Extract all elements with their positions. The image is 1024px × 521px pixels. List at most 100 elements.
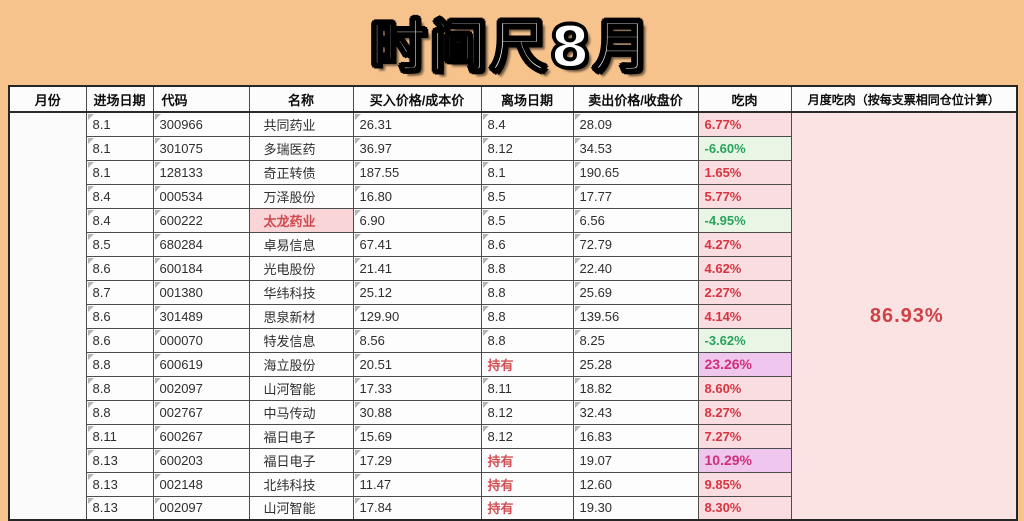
cell-name: 中马传动 (248, 399, 354, 425)
cell-exit-date: 8.12 (480, 399, 574, 425)
cell-sell-price: 16.83 (572, 423, 699, 449)
header-name: 名称 (248, 85, 354, 113)
cell-sell-price: 28.09 (572, 111, 699, 137)
cell-sell-price: 25.69 (572, 279, 699, 305)
cell-profit: 8.27% (697, 399, 792, 425)
cell-entry-date: 8.4 (85, 183, 154, 209)
cell-exit-date: 8.8 (480, 255, 574, 281)
cell-sell-price: 190.65 (572, 159, 699, 185)
cell-entry-date: 8.6 (85, 327, 154, 353)
cell-entry-date: 8.5 (85, 231, 154, 257)
cell-name: 奇正转债 (248, 159, 354, 185)
table-row: 8.1 128133 奇正转债 187.55 8.1 190.65 1.65% (9, 159, 1017, 185)
cell-exit-date: 持有 (480, 447, 574, 473)
cell-sell-price: 139.56 (572, 303, 699, 329)
cell-name: 太龙药业 (248, 207, 354, 233)
cell-buy-price: 17.29 (352, 447, 482, 473)
cell-name: 山河智能 (248, 495, 354, 521)
cell-profit: -6.60% (697, 135, 792, 161)
cell-exit-date: 8.11 (480, 375, 574, 401)
cell-buy-price: 17.33 (352, 375, 482, 401)
table-row: 8.7 001380 华纬科技 25.12 8.8 25.69 2.27% (9, 279, 1017, 305)
cell-exit-date: 8.6 (480, 231, 574, 257)
table-row: 8.8 002097 山河智能 17.33 8.11 18.82 8.60% (9, 375, 1017, 401)
cell-code: 002148 (152, 471, 250, 497)
cell-code: 680284 (152, 231, 250, 257)
cell-name: 光电股份 (248, 255, 354, 281)
cell-code: 301075 (152, 135, 250, 161)
cell-code: 002767 (152, 399, 250, 425)
cell-entry-date: 8.13 (85, 471, 154, 497)
cell-buy-price: 25.12 (352, 279, 482, 305)
cell-sell-price: 8.25 (572, 327, 699, 353)
cell-exit-date: 8.8 (480, 303, 574, 329)
cell-profit: 4.62% (697, 255, 792, 281)
cell-buy-price: 30.88 (352, 399, 482, 425)
cell-sell-price: 34.53 (572, 135, 699, 161)
header-month: 月份 (8, 85, 87, 113)
cell-profit: 4.14% (697, 303, 792, 329)
monthly-profit-cell: 86.93% (790, 111, 1018, 521)
cell-entry-date: 8.8 (85, 351, 154, 377)
cell-profit: 5.77% (697, 183, 792, 209)
cell-buy-price: 6.90 (352, 207, 482, 233)
cell-sell-price: 72.79 (572, 231, 699, 257)
header-sell-price: 卖出价格/收盘价 (572, 85, 699, 113)
cell-buy-price: 187.55 (352, 159, 482, 185)
cell-sell-price: 32.43 (572, 399, 699, 425)
cell-exit-date: 8.5 (480, 183, 574, 209)
cell-name: 海立股份 (248, 351, 354, 377)
cell-name: 共同药业 (248, 111, 354, 137)
table-header-row: 月份 进场日期 代码 名称 买入价格/成本价 离场日期 卖出价格/收盘价 吃肉 … (8, 85, 1018, 113)
cell-buy-price: 67.41 (352, 231, 482, 257)
cell-sell-price: 25.28 (572, 351, 699, 377)
cell-profit: 2.27% (697, 279, 792, 305)
cell-sell-price: 18.82 (572, 375, 699, 401)
table-row: 8.6 301489 思泉新材 129.90 8.8 139.56 4.14% (9, 303, 1017, 329)
cell-exit-date: 8.4 (480, 111, 574, 137)
cell-code: 000070 (152, 327, 250, 353)
table-row: 8.1 301075 多瑞医药 36.97 8.12 34.53 -6.60% (9, 135, 1017, 161)
page-title: 时间尺8月 (370, 14, 654, 81)
cell-name: 思泉新材 (248, 303, 354, 329)
cell-code: 128133 (152, 159, 250, 185)
cell-name: 多瑞医药 (248, 135, 354, 161)
cell-profit: 9.85% (697, 471, 792, 497)
table-row: 8.6 600184 光电股份 21.41 8.8 22.40 4.62% (9, 255, 1017, 281)
cell-code: 600619 (152, 351, 250, 377)
cell-code: 600184 (152, 255, 250, 281)
header-buy-price: 买入价格/成本价 (352, 85, 482, 113)
table-row: 8.4 000534 万泽股份 16.80 8.5 17.77 5.77% (9, 183, 1017, 209)
cell-buy-price: 17.84 (352, 495, 482, 521)
cell-name: 山河智能 (248, 375, 354, 401)
cell-profit: 7.27% (697, 423, 792, 449)
cell-entry-date: 8.6 (85, 303, 154, 329)
cell-code: 000534 (152, 183, 250, 209)
table-row: 8.8 002767 中马传动 30.88 8.12 32.43 8.27% (9, 399, 1017, 425)
cell-code: 600222 (152, 207, 250, 233)
table-row: 8.1 300966 共同药业 26.31 8.4 28.09 6.77% 86… (8, 111, 1018, 521)
header-monthly-profit: 月度吃肉（按每支票相同仓位计算） (790, 85, 1018, 113)
cell-buy-price: 20.51 (352, 351, 482, 377)
cell-code: 001380 (152, 279, 250, 305)
cell-exit-date: 8.1 (480, 159, 574, 185)
cell-buy-price: 8.56 (352, 327, 482, 353)
cell-profit: 10.29% (697, 447, 792, 473)
cell-name: 特发信息 (248, 327, 354, 353)
cell-name: 卓易信息 (248, 231, 354, 257)
cell-name: 万泽股份 (248, 183, 354, 209)
cell-entry-date: 8.11 (85, 423, 154, 449)
cell-sell-price: 12.60 (572, 471, 699, 497)
cell-name: 福日电子 (248, 447, 354, 473)
cell-sell-price: 17.77 (572, 183, 699, 209)
cell-exit-date: 8.8 (480, 327, 574, 353)
table-body: 8.1 300966 共同药业 26.31 8.4 28.09 6.77% 86… (8, 111, 1018, 521)
title-bar: 时间尺8月 (0, 0, 1024, 85)
cell-buy-price: 129.90 (352, 303, 482, 329)
cell-buy-price: 16.80 (352, 183, 482, 209)
cell-profit: 6.77% (697, 111, 792, 137)
cell-code: 002097 (152, 495, 250, 521)
table-row: 8.4 600222 太龙药业 6.90 8.5 6.56 -4.95% (9, 207, 1017, 233)
cell-exit-date: 持有 (480, 351, 574, 377)
